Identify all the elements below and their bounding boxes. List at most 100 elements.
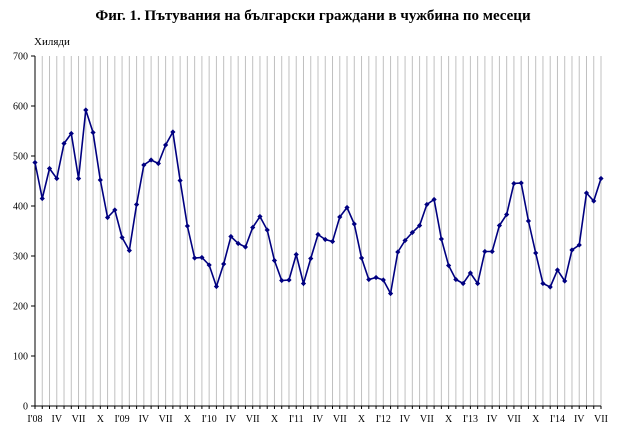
data-point (83, 107, 89, 113)
data-point (525, 218, 532, 224)
x-tick-label: I'08 (27, 414, 42, 425)
x-tick-label: X (445, 414, 453, 425)
x-tick-label: I'13 (463, 414, 478, 425)
data-point (569, 247, 575, 253)
data-point (141, 162, 147, 168)
data-point (199, 254, 205, 261)
x-tick-label: I'12 (376, 414, 391, 425)
data-point (104, 214, 111, 221)
data-point (32, 159, 38, 166)
unit-label: Хиляди (34, 36, 70, 48)
y-axis-ticks: 0 100 200 300 400 500 600 700 (13, 52, 35, 413)
data-point (184, 223, 190, 229)
y-tick-label: 100 (13, 352, 28, 363)
x-tick-label: I'14 (550, 414, 565, 425)
data-point (293, 251, 299, 258)
x-tick-label: X (271, 414, 279, 425)
y-tick-label: 300 (13, 252, 28, 263)
x-axis-ticks: I'08 IV VII X I'09 IV VII X I'10 IV VII X I'11 IV VII X… (27, 406, 608, 425)
y-tick-label: 500 (13, 152, 28, 163)
data-point (177, 177, 183, 184)
data-point (583, 190, 590, 196)
data-point (279, 277, 285, 284)
y-tick-label: 400 (13, 202, 28, 213)
data-point (453, 276, 459, 283)
data-point (518, 180, 524, 186)
data-point (250, 224, 256, 231)
x-tick-label: X (532, 414, 540, 425)
data-point (540, 280, 546, 287)
series-layer (32, 107, 604, 297)
data-point (39, 195, 45, 202)
data-point (344, 204, 350, 211)
data-point (257, 213, 263, 220)
data-point (329, 238, 336, 245)
data-point (308, 255, 314, 262)
x-tick-label: VII (333, 414, 347, 425)
x-tick-label: X (97, 414, 105, 425)
data-point (562, 278, 568, 284)
data-point (351, 221, 357, 227)
data-point (112, 207, 118, 213)
y-tick-label: 600 (13, 102, 28, 113)
data-point (75, 175, 82, 182)
data-point (126, 247, 132, 254)
x-tick-label: I'09 (115, 414, 130, 425)
x-tick-label: X (358, 414, 366, 425)
x-tick-label: VII (507, 414, 521, 425)
data-point (213, 283, 220, 290)
data-point (380, 277, 386, 283)
data-point (148, 157, 154, 163)
chart-title: Фиг. 1. Пътувания на български граждани … (95, 8, 531, 24)
data-point (46, 165, 53, 172)
data-point (235, 240, 241, 247)
data-point (300, 280, 307, 287)
data-point (424, 201, 430, 208)
data-point (119, 234, 125, 241)
x-tick-label: I'11 (289, 414, 304, 425)
data-point (228, 233, 234, 240)
data-point (97, 177, 103, 183)
x-tick-label: IV (487, 414, 498, 425)
data-point (54, 175, 60, 182)
data-point (598, 175, 604, 182)
data-point (155, 160, 161, 167)
data-point (61, 140, 67, 147)
data-point (438, 236, 444, 242)
data-point (496, 222, 503, 229)
data-point (416, 222, 423, 229)
data-point (242, 244, 249, 250)
data-point (322, 236, 328, 243)
data-point (133, 201, 140, 208)
data-point (286, 277, 292, 283)
x-tick-label: IV (574, 414, 585, 425)
data-point (591, 198, 597, 204)
data-point (206, 262, 212, 268)
x-tick-label: I'10 (202, 414, 217, 425)
data-point (576, 242, 582, 248)
gridlines (34, 56, 602, 406)
x-tick-label: IV (400, 414, 411, 425)
data-point (387, 290, 394, 297)
data-point (446, 262, 452, 269)
y-tick-label: 0 (23, 402, 28, 413)
data-point (271, 257, 278, 264)
data-point (264, 227, 270, 233)
data-point (358, 255, 365, 261)
x-tick-label: VII (246, 414, 260, 425)
data-point (467, 270, 473, 276)
data-point (90, 129, 96, 136)
data-point (554, 267, 561, 273)
data-point (460, 280, 466, 287)
data-point (489, 248, 495, 255)
x-tick-label: IV (139, 414, 150, 425)
data-point (547, 284, 553, 290)
x-tick-label: VII (594, 414, 608, 425)
data-point (315, 231, 321, 238)
x-tick-label: IV (313, 414, 324, 425)
x-tick-label: VII (159, 414, 173, 425)
data-point (170, 129, 176, 135)
x-tick-label: IV (51, 414, 62, 425)
data-point (482, 248, 488, 255)
data-point (163, 142, 169, 148)
